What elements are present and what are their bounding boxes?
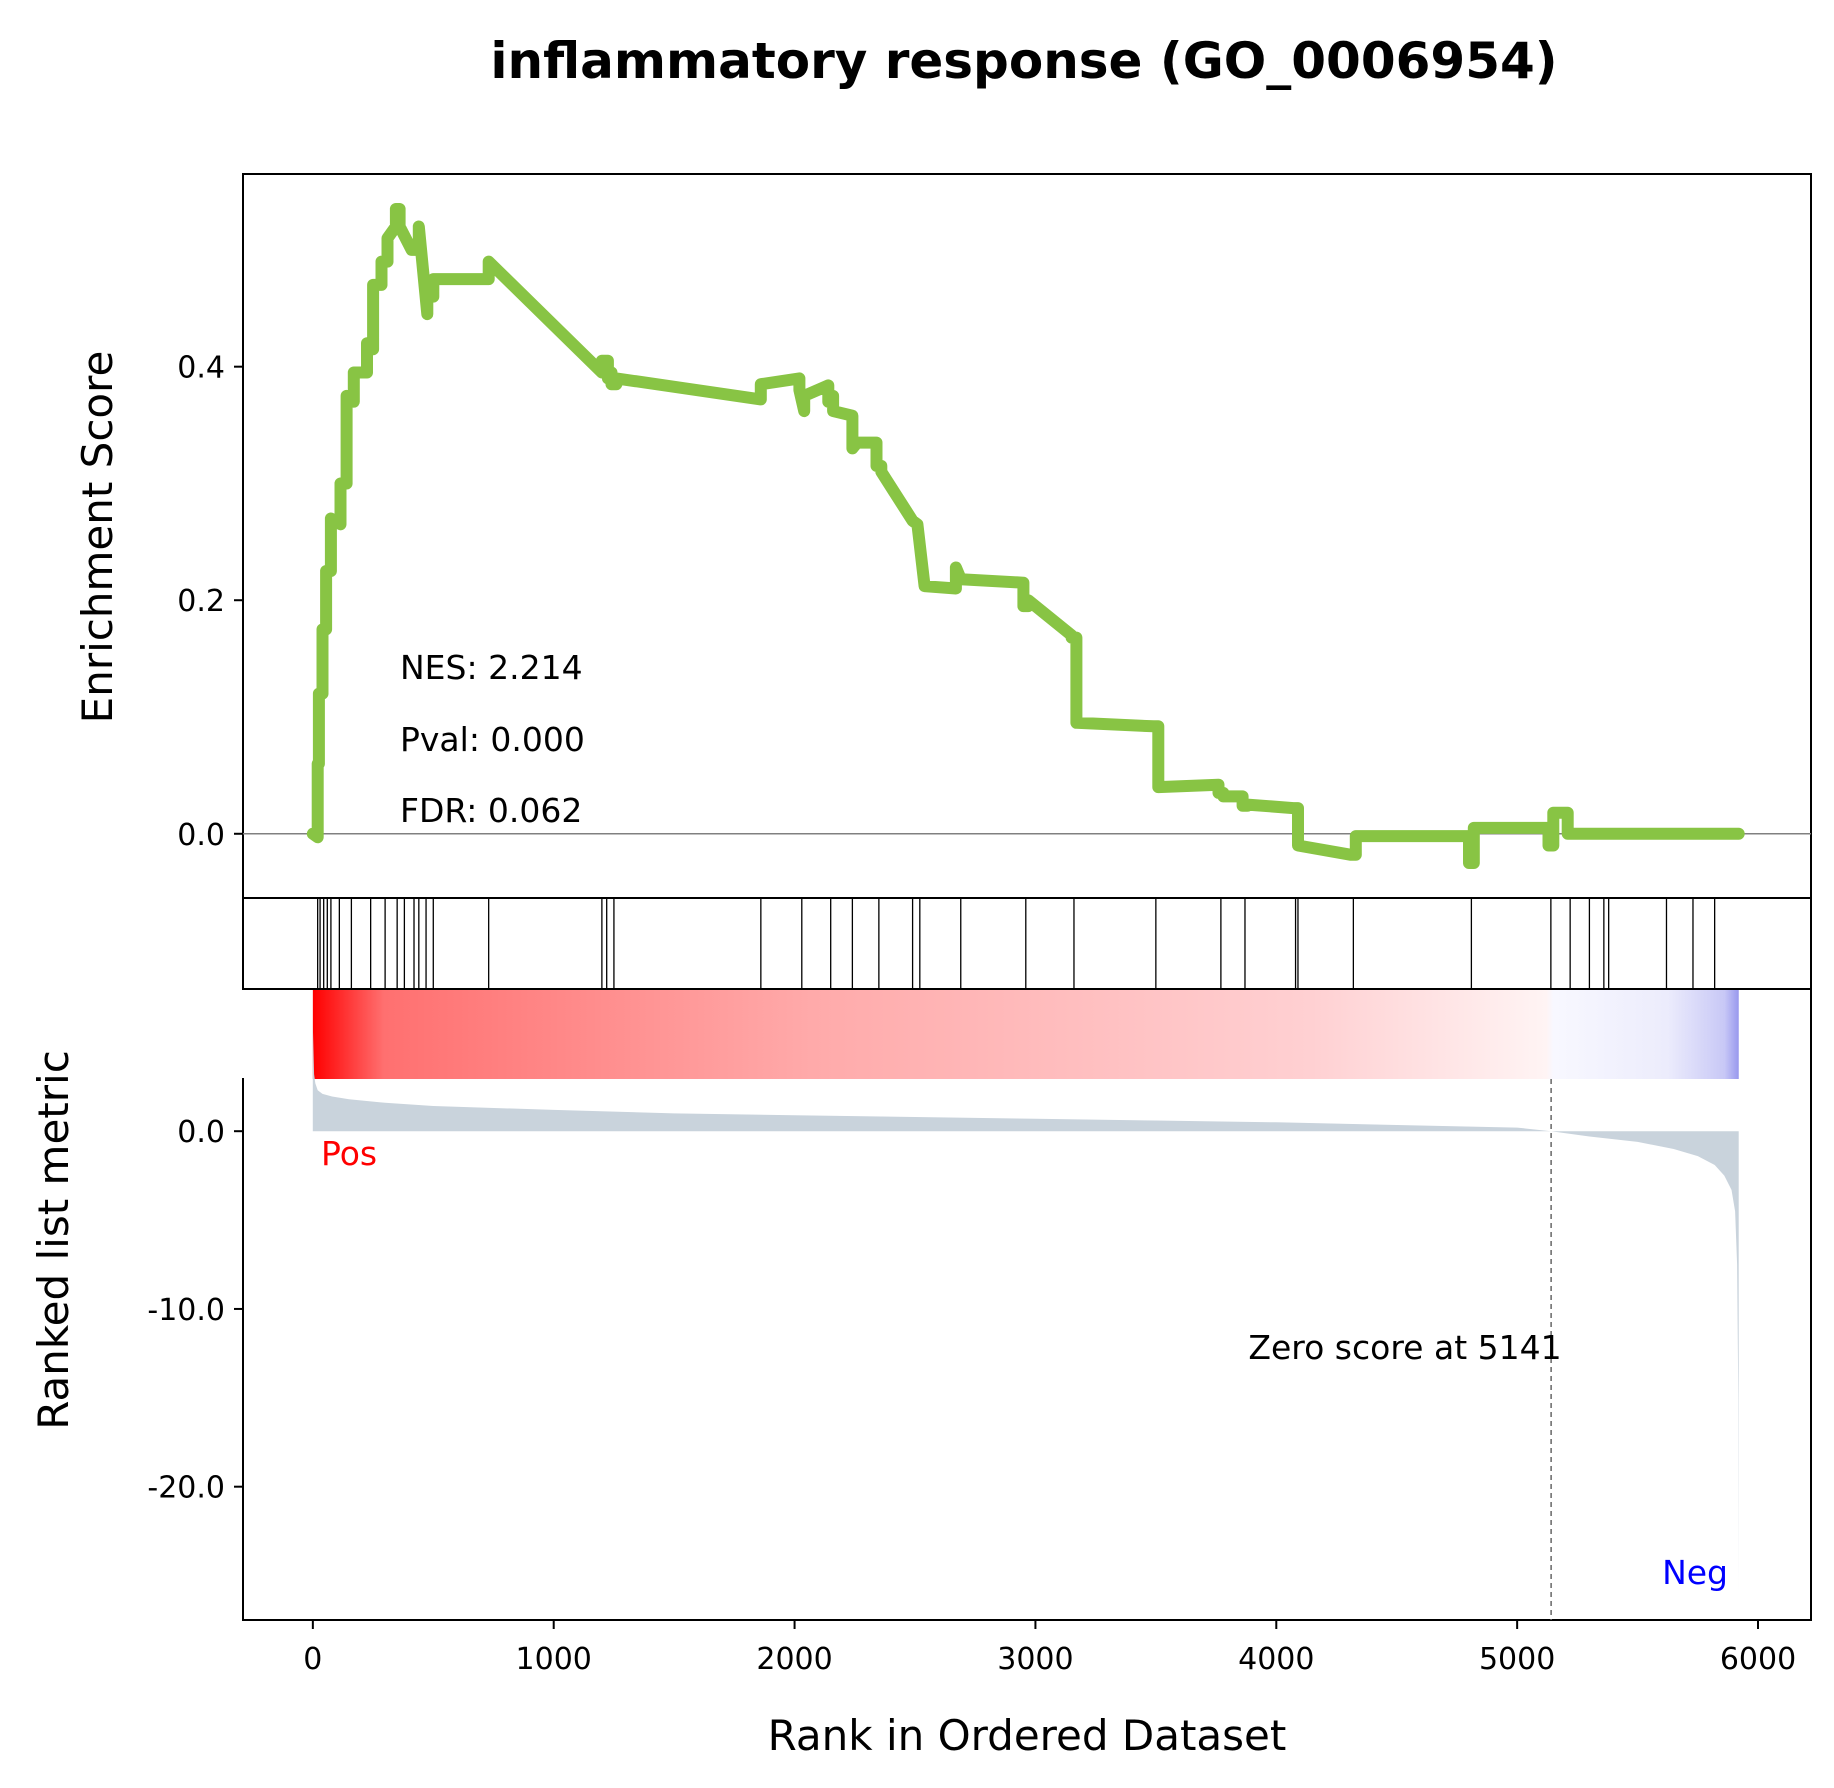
enrichment-score-panel: 0.0 0.2 0.4 NES: 2.214 Pval: 0.000 FDR: 0.…	[73, 173, 1812, 899]
xtick-label: 2000	[756, 1642, 832, 1677]
ranking-panel-frame	[242, 988, 1812, 1621]
es-ytick-label: 0.0	[177, 818, 225, 853]
ranking-heatmap-bar	[312, 989, 1739, 1079]
rank-ylabel: Ranked list metric	[29, 1050, 78, 1430]
pval-stat: Pval: 0.000	[400, 720, 585, 759]
ranked-metric-area	[312, 1024, 1739, 1594]
rank-ytick-label: -10.0	[147, 1293, 225, 1328]
rank-ytick-label: 0.0	[177, 1115, 225, 1150]
xtick-label: 5000	[1479, 1642, 1555, 1677]
nes-stat: NES: 2.214	[400, 648, 583, 687]
xtick-label: 3000	[997, 1642, 1073, 1677]
es-ylabel: Enrichment Score	[73, 351, 122, 724]
fdr-stat: FDR: 0.062	[400, 791, 582, 830]
xtick-label: 1000	[516, 1642, 592, 1677]
neg-label: Neg	[1662, 1553, 1728, 1592]
hits-panel-frame	[242, 897, 1812, 990]
ranked-metric-panel: 0.0 -10.0 -20.0 Pos Neg Zero score at 5141…	[29, 988, 1812, 1621]
zero-score-annotation: Zero score at 5141	[1248, 1328, 1561, 1367]
pos-label: Pos	[321, 1134, 377, 1173]
xtick-label: 0	[303, 1642, 322, 1677]
x-axis-label: Rank in Ordered Dataset	[768, 1711, 1287, 1760]
rank-ytick-label: -20.0	[147, 1471, 225, 1506]
es-ytick-label: 0.4	[177, 351, 225, 386]
gene-hits-panel	[242, 897, 1812, 990]
xtick-label: 4000	[1238, 1642, 1314, 1677]
chart-title: inflammatory response (GO_0006954)	[490, 32, 1557, 90]
enrichment-score-line	[306, 203, 1745, 869]
xtick-label: 6000	[1720, 1642, 1796, 1677]
es-ytick-label: 0.2	[177, 584, 225, 619]
